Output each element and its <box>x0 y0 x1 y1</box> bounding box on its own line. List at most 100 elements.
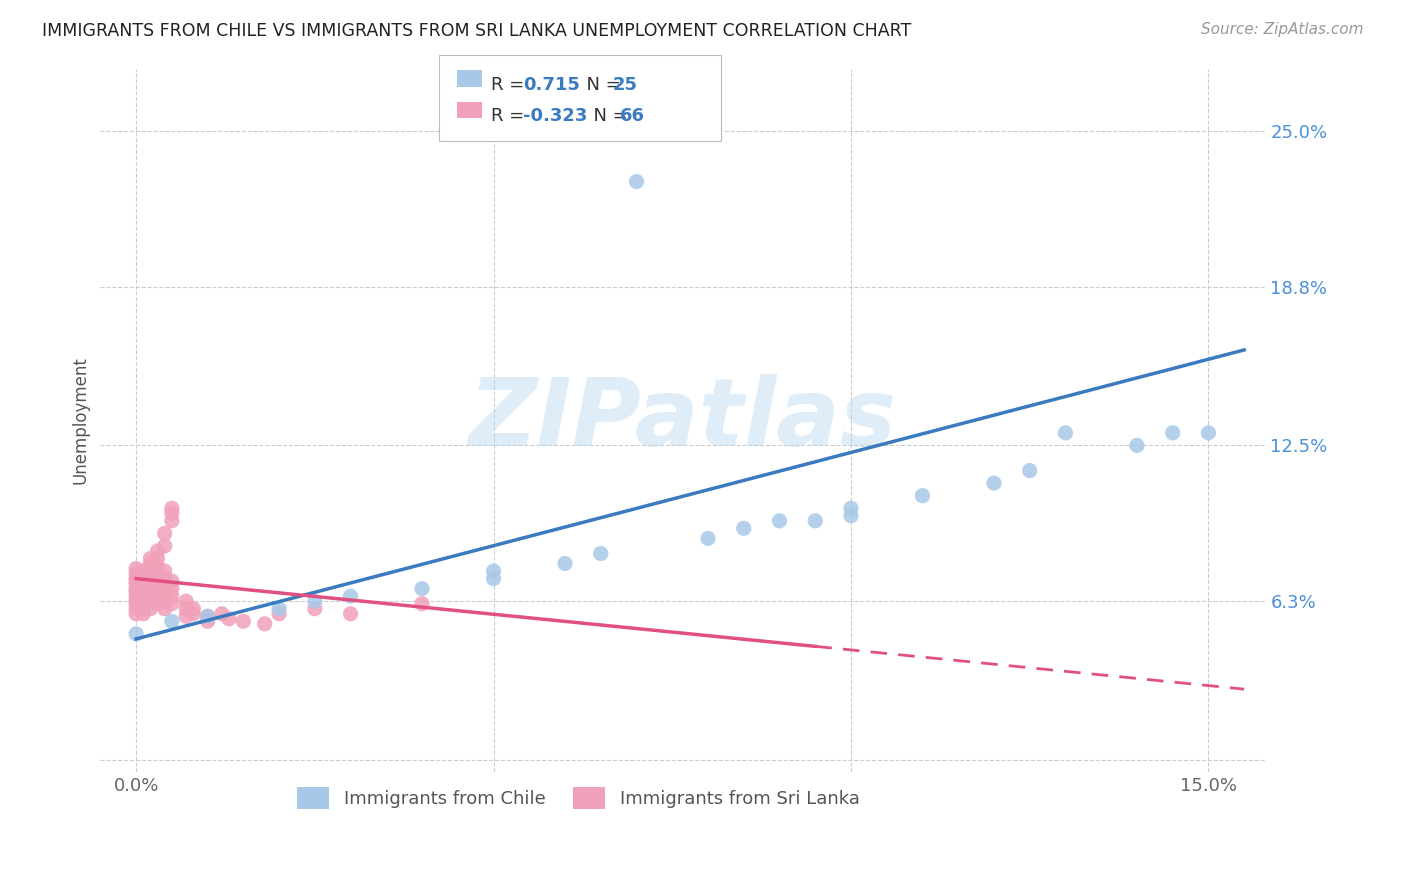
Point <box>125 561 148 575</box>
Point <box>339 589 361 603</box>
Point <box>304 601 326 615</box>
Point <box>153 539 176 553</box>
Point <box>146 597 169 611</box>
Point <box>125 601 148 615</box>
Point <box>1197 425 1219 440</box>
Point <box>160 589 183 603</box>
Text: 66: 66 <box>620 107 645 125</box>
Point <box>768 514 790 528</box>
Point <box>153 572 176 586</box>
Legend: Immigrants from Chile, Immigrants from Sri Lanka: Immigrants from Chile, Immigrants from S… <box>290 780 866 816</box>
Point <box>146 559 169 574</box>
Point <box>153 564 176 578</box>
Point <box>174 609 197 624</box>
Point <box>125 574 148 588</box>
Point <box>132 564 155 578</box>
Point <box>304 594 326 608</box>
Point <box>132 597 155 611</box>
Point <box>411 582 433 596</box>
Point <box>139 579 162 593</box>
Text: N =: N = <box>575 76 627 94</box>
Point <box>181 607 204 621</box>
Point <box>804 514 827 528</box>
Point <box>125 566 148 581</box>
Point <box>267 601 290 615</box>
Point <box>125 594 148 608</box>
Text: N =: N = <box>582 107 634 125</box>
Point <box>911 489 934 503</box>
Point <box>160 615 183 629</box>
Point <box>589 546 612 560</box>
Point <box>232 615 254 629</box>
Point <box>197 615 219 629</box>
Point <box>132 607 155 621</box>
Point <box>733 521 755 535</box>
Point <box>983 476 1005 491</box>
Point <box>339 607 361 621</box>
Point <box>153 526 176 541</box>
Point <box>218 612 240 626</box>
Text: 0.715: 0.715 <box>523 76 579 94</box>
Text: R =: R = <box>491 76 530 94</box>
Point <box>125 589 148 603</box>
Point <box>146 551 169 566</box>
Text: ZIPatlas: ZIPatlas <box>470 375 897 467</box>
Point <box>174 594 197 608</box>
Point <box>211 607 233 621</box>
Point <box>132 572 155 586</box>
Point <box>146 544 169 558</box>
Point <box>1018 464 1040 478</box>
Text: 25: 25 <box>613 76 638 94</box>
Point <box>1054 425 1077 440</box>
Point <box>139 572 162 586</box>
Point <box>146 582 169 596</box>
Point <box>411 597 433 611</box>
Point <box>125 607 148 621</box>
Point <box>125 582 148 596</box>
Point <box>174 601 197 615</box>
Point <box>160 574 183 588</box>
Point <box>626 175 648 189</box>
Point <box>253 616 276 631</box>
Point <box>697 532 720 546</box>
Point <box>125 597 148 611</box>
Point <box>132 589 155 603</box>
Point <box>160 506 183 520</box>
Point <box>139 557 162 571</box>
Y-axis label: Unemployment: Unemployment <box>72 357 89 484</box>
Point <box>839 508 862 523</box>
Point <box>197 609 219 624</box>
Point <box>160 514 183 528</box>
Point <box>153 601 176 615</box>
Point <box>139 551 162 566</box>
Point <box>139 564 162 578</box>
Text: IMMIGRANTS FROM CHILE VS IMMIGRANTS FROM SRI LANKA UNEMPLOYMENT CORRELATION CHAR: IMMIGRANTS FROM CHILE VS IMMIGRANTS FROM… <box>42 22 911 40</box>
Point <box>146 574 169 588</box>
Point <box>132 601 155 615</box>
Point <box>1161 425 1184 440</box>
Point <box>153 587 176 601</box>
Point <box>267 607 290 621</box>
Point <box>153 594 176 608</box>
Point <box>160 597 183 611</box>
Point <box>125 627 148 641</box>
Point <box>197 609 219 624</box>
Point <box>181 601 204 615</box>
Point <box>482 572 505 586</box>
Point <box>554 557 576 571</box>
Text: Source: ZipAtlas.com: Source: ZipAtlas.com <box>1201 22 1364 37</box>
Point <box>153 579 176 593</box>
Point <box>146 566 169 581</box>
Point <box>839 501 862 516</box>
Point <box>125 576 148 591</box>
Point <box>160 501 183 516</box>
Point <box>1126 438 1149 452</box>
Point <box>125 584 148 599</box>
Text: -0.323: -0.323 <box>523 107 588 125</box>
Text: R =: R = <box>491 107 530 125</box>
Point <box>132 582 155 596</box>
Point <box>146 589 169 603</box>
Point <box>139 601 162 615</box>
Point <box>139 587 162 601</box>
Point <box>139 594 162 608</box>
